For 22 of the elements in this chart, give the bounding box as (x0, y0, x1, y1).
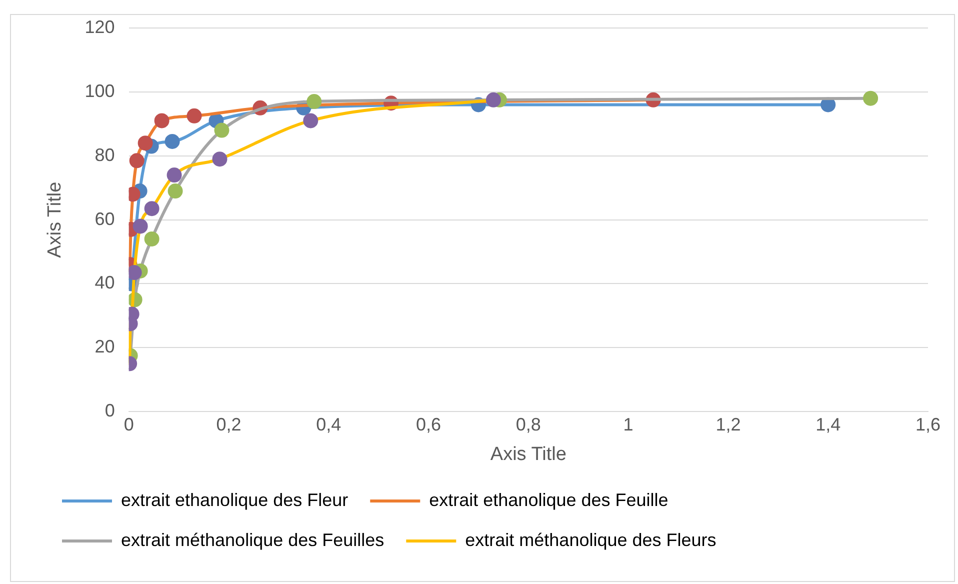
x-tick-label: 0,2 (216, 414, 242, 434)
y-axis-title: Axis Title (44, 182, 66, 258)
y-tick-label: 60 (94, 208, 115, 229)
x-tick-label: 0,8 (516, 414, 541, 434)
y-tick-label: 120 (84, 16, 115, 37)
x-tick-label: 1,4 (816, 414, 841, 434)
y-tick-label: 100 (84, 80, 115, 101)
x-tick-label: 0,6 (416, 414, 442, 434)
legend-label: extrait ethanolique des Feuille (429, 490, 668, 510)
x-tick-label: 0 (124, 414, 134, 434)
legend-label: extrait méthanolique des Fleurs (465, 530, 716, 550)
y-tick-label: 20 (94, 336, 115, 357)
x-tick-label: 1 (623, 414, 634, 434)
legend-label: extrait ethanolique des Fleur (121, 490, 348, 510)
y-tick-label: 80 (94, 144, 115, 165)
y-tick-label: 40 (94, 272, 115, 293)
x-axis-title: Axis Title (490, 444, 566, 465)
x-tick-label: 0,4 (316, 414, 342, 434)
x-tick-label: 1,6 (915, 414, 941, 434)
x-tick-label: 1,2 (716, 414, 741, 434)
y-tick-label: 0 (104, 400, 115, 421)
legend-label: extrait méthanolique des Feuilles (121, 530, 384, 550)
